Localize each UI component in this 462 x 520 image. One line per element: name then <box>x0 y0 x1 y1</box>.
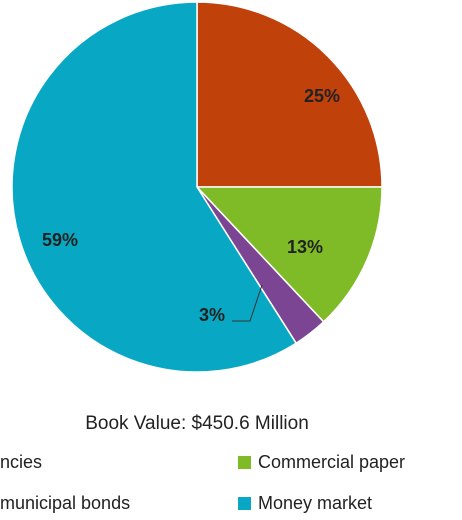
legend-marker <box>238 456 251 469</box>
data-label: 3% <box>199 305 225 325</box>
legend-label: Commercial paper <box>258 452 405 472</box>
leader-line <box>232 284 263 322</box>
legend-label: ncies <box>0 452 42 472</box>
pie-slice <box>11 1 298 373</box>
pie-slice <box>196 1 383 188</box>
chart-title: Book Value: $450.6 Million <box>85 413 309 434</box>
legend-label: municipal bonds <box>0 493 130 513</box>
data-label: 13% <box>287 237 323 257</box>
data-label: 25% <box>304 86 340 106</box>
data-label: 59% <box>42 230 78 250</box>
pie-slice <box>195 186 383 323</box>
legend-marker <box>238 497 251 510</box>
legend-label: Money market <box>258 493 372 513</box>
